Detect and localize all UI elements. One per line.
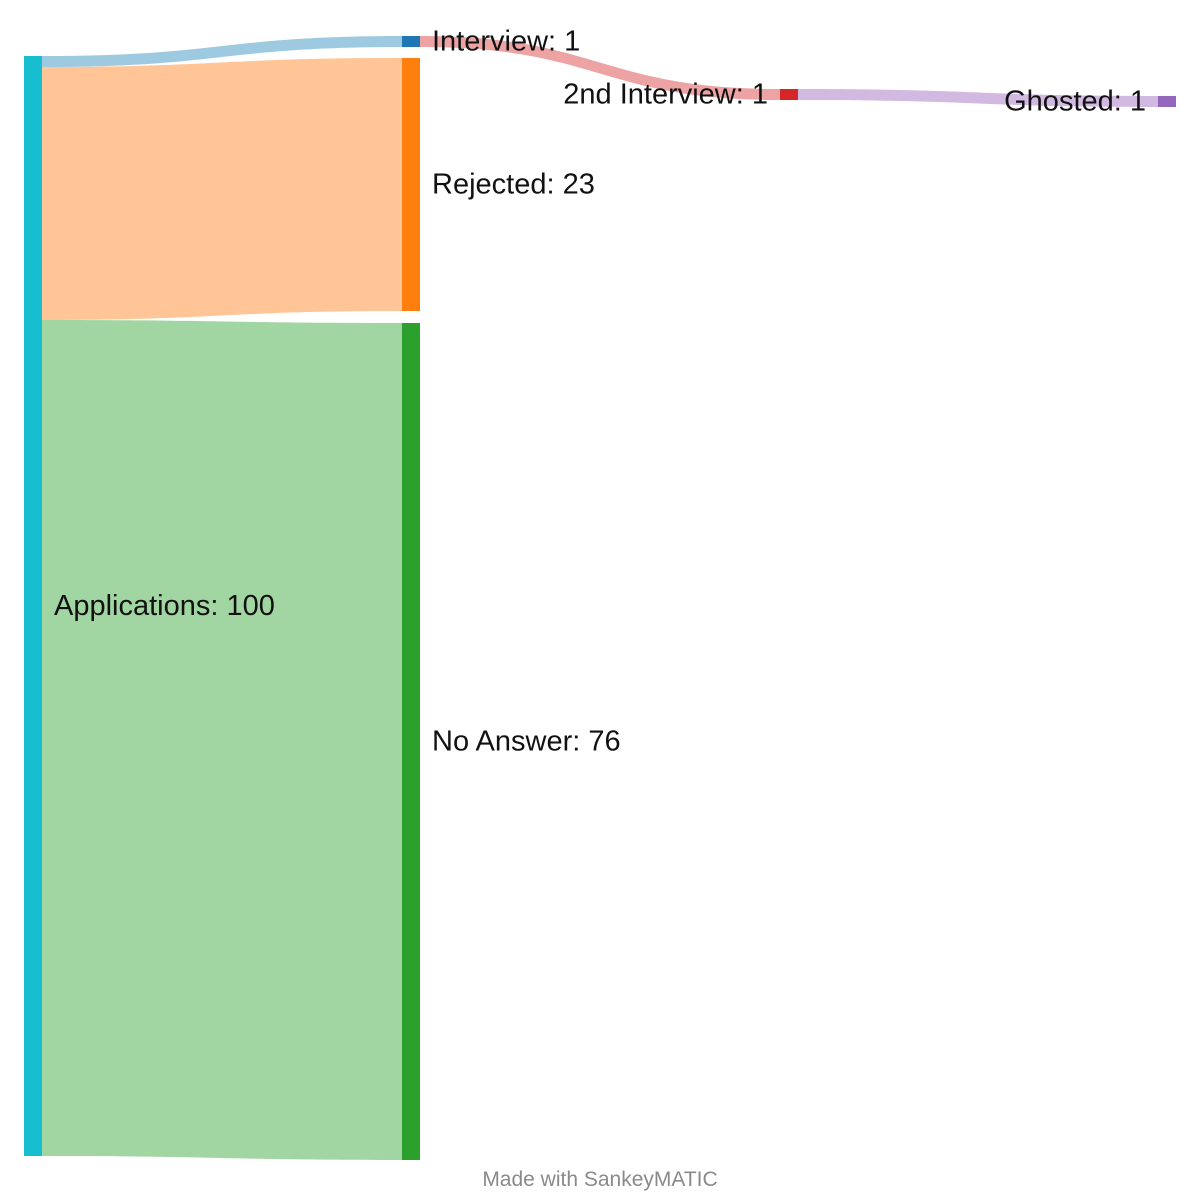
sankey-labels: Applications: 100 Interview: 1 Rejected: 2… xyxy=(54,26,1146,758)
label-interview: Interview: 1 xyxy=(432,26,580,58)
link-applications-to-no-answer xyxy=(42,320,402,1160)
node-rejected xyxy=(402,58,420,311)
node-ghosted xyxy=(1158,96,1176,107)
node-applications xyxy=(24,56,42,1156)
label-ghosted: Ghosted: 1 xyxy=(1004,86,1146,118)
link-interview-to-second-interview xyxy=(420,36,780,100)
link-applications-to-interview xyxy=(42,36,402,67)
label-applications: Applications: 100 xyxy=(54,590,275,622)
sankey-links xyxy=(42,36,1158,1160)
credit-text: Made with SankeyMATIC xyxy=(482,1168,718,1191)
link-second-interview-to-ghosted xyxy=(798,89,1158,107)
label-second-interview: 2nd Interview: 1 xyxy=(563,79,768,111)
link-applications-to-rejected xyxy=(42,58,402,320)
label-no-answer: No Answer: 76 xyxy=(432,726,621,758)
node-no-answer xyxy=(402,323,420,1160)
node-second-interview xyxy=(780,89,798,100)
label-rejected: Rejected: 23 xyxy=(432,169,595,201)
node-interview xyxy=(402,36,420,47)
sankey-nodes xyxy=(24,36,1176,1160)
